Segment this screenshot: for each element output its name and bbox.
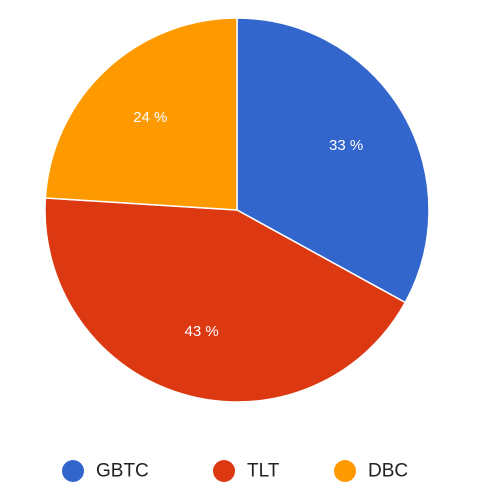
legend-swatch-tlt: [213, 460, 235, 482]
slice-label-tlt: 43 %: [184, 323, 218, 340]
legend-item-dbc[interactable]: DBC: [334, 460, 408, 482]
legend-label-gbtc: GBTC: [96, 461, 149, 482]
legend-label-tlt: TLT: [247, 461, 280, 482]
legend-item-gbtc[interactable]: GBTC: [62, 460, 149, 482]
legend-swatch-dbc: [334, 460, 356, 482]
slice-labels: 33 % 43 % 24 %: [133, 109, 363, 340]
legend-swatch-gbtc: [62, 460, 84, 482]
pie-slice-gbtc[interactable]: [236, 17, 430, 304]
pie-slice-dbc[interactable]: [44, 17, 238, 211]
slice-label-gbtc: 33 %: [329, 137, 363, 154]
pie-slices: [44, 17, 430, 403]
legend: GBTC TLT DBC: [62, 460, 408, 482]
legend-item-tlt[interactable]: TLT: [213, 460, 280, 482]
pie-slice-tlt[interactable]: [44, 197, 407, 403]
legend-label-dbc: DBC: [368, 461, 408, 482]
slice-label-dbc: 24 %: [133, 109, 167, 126]
